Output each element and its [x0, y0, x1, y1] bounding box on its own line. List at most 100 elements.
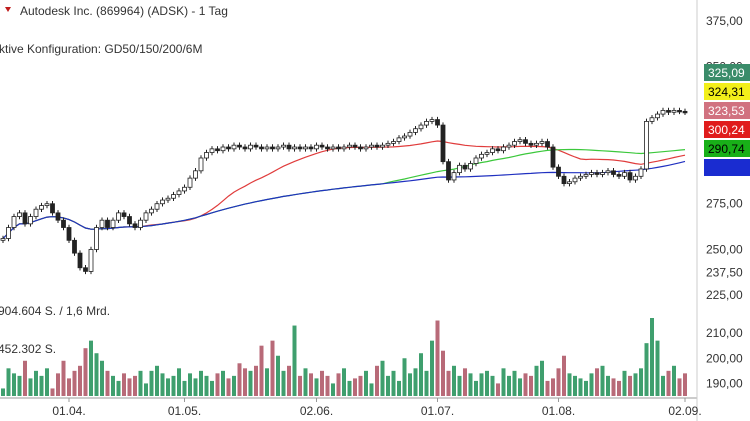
candle [644, 118, 649, 172]
volume-bar [661, 375, 665, 396]
candle [121, 210, 127, 220]
volume-bar [672, 365, 676, 396]
candle-body [176, 190, 182, 195]
volume-bar [94, 353, 99, 396]
candle [589, 169, 594, 178]
candle-body [281, 144, 286, 148]
volume-bar [452, 365, 456, 396]
candle [358, 144, 363, 152]
candle-body [325, 146, 330, 150]
candle [270, 144, 275, 152]
candle-body [127, 216, 132, 225]
volume-bar [567, 373, 572, 396]
candle [22, 210, 28, 227]
candle [77, 250, 83, 271]
candle [72, 237, 77, 256]
candle [264, 144, 270, 152]
candle-body [182, 186, 187, 192]
candle-body [83, 267, 88, 272]
candle-body [39, 205, 44, 210]
volume-bar [105, 370, 110, 396]
candle-body [121, 212, 127, 217]
volume-bar [226, 378, 231, 396]
volume-bar [562, 355, 566, 396]
volume-bar [298, 375, 302, 396]
candle [226, 144, 231, 152]
candle [506, 142, 512, 150]
volume-bar [358, 375, 363, 396]
volume-bar [496, 383, 500, 396]
candle [341, 144, 347, 152]
volume-bar [479, 373, 484, 396]
candle [649, 115, 655, 125]
candle [215, 146, 220, 154]
candle-body [517, 139, 523, 142]
candle-body [259, 146, 264, 150]
candle-body [363, 146, 369, 150]
candle [556, 164, 561, 180]
candle [6, 224, 11, 242]
candle [39, 202, 44, 212]
candle [611, 168, 616, 178]
candle-body [402, 135, 407, 139]
candle-body [237, 144, 242, 148]
volume-bar [309, 373, 313, 396]
volume-bar [408, 373, 412, 396]
candle [143, 210, 149, 223]
candle [385, 140, 391, 148]
candle [523, 136, 528, 147]
candle [671, 107, 677, 116]
volume-bar [204, 375, 209, 396]
candle [182, 184, 187, 194]
candle-body [484, 152, 490, 155]
volume-bar [518, 378, 522, 396]
candle-body [655, 113, 660, 119]
candle [55, 210, 61, 223]
date-axis: 01.04. 01.05. 02.06. 01.07. 01.08. 02.09. [52, 398, 702, 418]
volume-bar [540, 360, 544, 396]
candle-body [198, 157, 204, 172]
candle-body [429, 119, 435, 122]
candle [534, 140, 539, 148]
volume-bar [193, 378, 198, 396]
candle [292, 144, 297, 152]
candle-body [649, 117, 655, 122]
volume-bar [485, 370, 489, 396]
candle-body [435, 119, 440, 126]
volume-bar [56, 373, 60, 396]
candle [682, 108, 688, 116]
candle-body [380, 144, 385, 148]
volume-bar [441, 350, 445, 396]
volume-bar [270, 340, 275, 396]
candle-body [545, 141, 550, 148]
candle [286, 142, 292, 152]
candle [578, 173, 583, 181]
volume-bar [507, 375, 511, 396]
candle-body [171, 194, 176, 199]
volume-bar [243, 368, 247, 396]
candle-body [424, 121, 429, 126]
volume-bar [611, 378, 616, 396]
volume-bar [45, 368, 49, 396]
candle-body [572, 177, 578, 183]
candle [127, 213, 132, 227]
volume-bar [149, 370, 154, 396]
candle-body [292, 146, 297, 150]
red-triangle-icon [5, 7, 11, 12]
candle [561, 173, 567, 187]
volume-bar [116, 380, 121, 396]
price-badge: 324,31 [704, 83, 750, 100]
candle-body [616, 174, 622, 177]
volume-bar [127, 378, 132, 396]
candle-body [110, 219, 116, 228]
candle [435, 116, 440, 128]
candle [374, 142, 380, 150]
volume-bar [424, 370, 429, 396]
volume-bar [166, 378, 170, 396]
volume-bar [391, 370, 396, 396]
volume-bar [182, 380, 187, 396]
candle-body [473, 157, 479, 164]
candle [149, 206, 154, 216]
candle [633, 173, 638, 183]
price-tick-label: 225,00 [706, 288, 743, 302]
